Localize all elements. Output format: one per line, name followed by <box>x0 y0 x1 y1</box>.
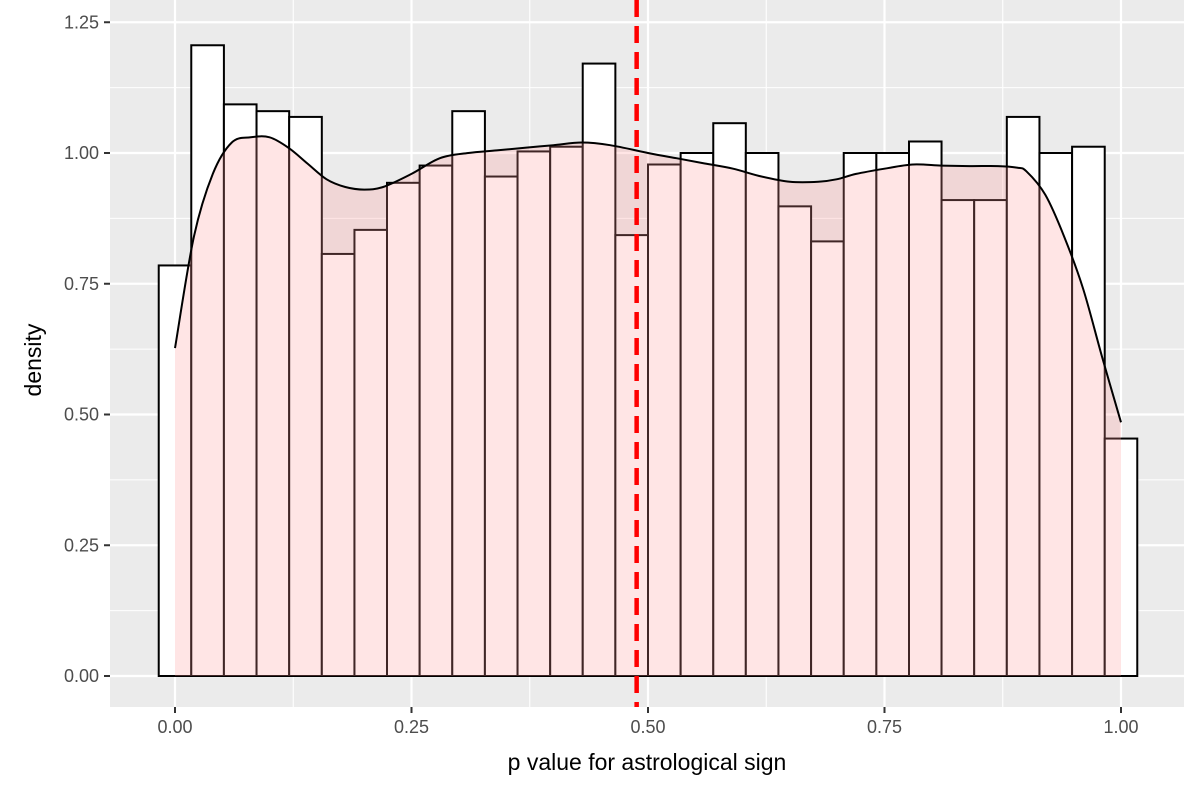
histogram-bar <box>385 181 421 677</box>
histogram-bar <box>810 240 845 677</box>
histogram-bar <box>647 163 682 677</box>
histogram-bar <box>940 199 976 677</box>
histogram-bar <box>516 150 552 677</box>
x-tick-label: 1.00 <box>1103 717 1138 737</box>
x-axis: 0.00 0.25 0.50 0.75 1.00 <box>157 707 1139 737</box>
histogram-bar <box>549 145 584 677</box>
y-tick-label: 1.00 <box>64 143 99 163</box>
histogram-bar <box>973 199 1008 677</box>
y-axis-title: density <box>20 323 46 396</box>
y-tick-label: 1.25 <box>64 12 99 32</box>
histogram-bar <box>157 264 193 677</box>
x-axis-title: p value for astrological sign <box>508 749 787 775</box>
y-tick-label: 0.50 <box>64 405 99 425</box>
histogram-bar <box>1103 437 1139 678</box>
y-tick-label: 0.75 <box>64 274 99 294</box>
histogram-bar <box>842 152 878 677</box>
x-tick-label: 0.50 <box>630 717 665 737</box>
histogram-bar <box>712 122 747 677</box>
histogram-bar <box>320 252 356 677</box>
histogram-bar <box>483 175 519 677</box>
histogram-bar <box>190 44 225 677</box>
histogram-bar <box>1005 115 1041 677</box>
histogram-bar <box>222 103 258 677</box>
histogram-bars <box>157 44 1139 678</box>
histogram-bar <box>614 234 649 677</box>
histogram-bar <box>581 62 617 677</box>
histogram-bar <box>875 152 911 677</box>
histogram-bar <box>908 140 943 677</box>
histogram-bar <box>1071 145 1106 677</box>
histogram-bar <box>353 228 388 677</box>
y-tick-label: 0.25 <box>64 535 99 555</box>
x-tick-label: 0.00 <box>157 717 192 737</box>
y-axis: 0.00 0.25 0.50 0.75 1.00 1.25 <box>64 12 110 686</box>
y-tick-label: 0.00 <box>64 666 99 686</box>
x-tick-label: 0.25 <box>394 717 429 737</box>
histogram-bar <box>679 152 715 677</box>
histogram-bar <box>255 110 291 678</box>
density-area <box>175 136 1121 676</box>
density-curve <box>174 135 1122 423</box>
histogram-bar <box>288 115 323 677</box>
x-tick-label: 0.75 <box>867 717 902 737</box>
density-curve-layer <box>174 135 1122 676</box>
